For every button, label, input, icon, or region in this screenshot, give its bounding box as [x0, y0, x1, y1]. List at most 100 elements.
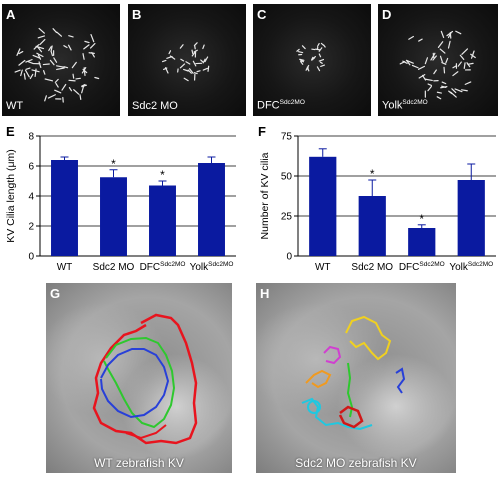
cilium: [169, 55, 176, 60]
cilium: [433, 69, 437, 75]
cilium: [318, 47, 323, 52]
cilium: [36, 52, 44, 58]
cilium: [427, 85, 432, 92]
cilia-field-b: [162, 42, 210, 82]
y-tick-label: 25: [281, 212, 293, 223]
cilium: [34, 68, 37, 78]
cilium: [320, 42, 325, 47]
panel-a-condition: WT: [6, 100, 24, 112]
cilium: [441, 61, 447, 65]
cilium: [459, 54, 465, 60]
y-axis-label: KV Cilia length (μm): [5, 149, 17, 243]
cilium: [430, 52, 436, 61]
cilium: [300, 60, 304, 65]
cilium: [402, 60, 408, 65]
cilium: [318, 58, 325, 62]
cilium: [440, 30, 445, 39]
cilium: [448, 90, 453, 95]
cilium: [315, 48, 321, 51]
x-tick-label: DFCSdc2MO: [399, 261, 445, 273]
y-tick-label: 6: [28, 162, 34, 173]
panel-g-image: G WT zebrafish KV: [46, 283, 232, 473]
cilium: [306, 66, 310, 72]
cilium: [38, 61, 42, 68]
cilium: [447, 40, 451, 49]
cilium: [301, 45, 306, 50]
panel-h-image: H Sdc2 MO zebrafish KV: [256, 283, 456, 473]
significance-star: *: [160, 168, 165, 182]
panel-d-condition: YolkSdc2MO: [382, 99, 428, 112]
cilium: [29, 73, 34, 80]
cilium: [81, 84, 85, 94]
cilium: [83, 67, 86, 77]
cilium: [436, 96, 442, 100]
cilium: [193, 72, 198, 75]
y-tick-label: 50: [281, 172, 293, 183]
cilium: [18, 59, 26, 66]
panel-d-image: D YolkSdc2MO: [378, 4, 498, 116]
cilium: [39, 38, 46, 46]
cilium: [25, 67, 31, 70]
panel-c-image: C DFCSdc2MO: [253, 4, 371, 116]
cilium: [188, 68, 194, 74]
cilium: [439, 48, 446, 54]
cilia-field-c: [296, 42, 326, 72]
cilium: [44, 78, 54, 82]
bar: [408, 228, 436, 256]
bar: [51, 160, 78, 256]
cilium: [68, 35, 74, 38]
cilium: [194, 45, 196, 50]
track-green: [346, 362, 354, 418]
cilium: [162, 59, 167, 63]
cilium: [20, 69, 23, 77]
cilium: [202, 58, 206, 64]
cilium: [470, 53, 476, 59]
cilium: [191, 51, 197, 57]
cilium: [47, 94, 56, 99]
cilium: [63, 45, 68, 49]
cilium: [24, 69, 30, 78]
track-green: [103, 336, 176, 429]
panel-e-label: E: [6, 124, 15, 139]
cilium: [79, 94, 82, 100]
bar: [198, 163, 225, 256]
cilium: [32, 54, 41, 59]
cilium: [91, 51, 95, 58]
panel-c-label: C: [257, 7, 267, 22]
cilium: [25, 59, 33, 63]
cilium: [183, 77, 189, 82]
bar: [309, 156, 337, 256]
cilium: [424, 57, 429, 65]
cilium: [38, 27, 46, 34]
cilium: [424, 78, 433, 82]
cilium: [461, 48, 469, 55]
x-tick-label: YolkSdc2MO: [190, 261, 234, 273]
cilium: [73, 89, 80, 95]
cilium: [202, 44, 205, 50]
cilium: [452, 65, 457, 69]
cilium: [319, 61, 323, 64]
cilium: [84, 40, 90, 44]
cilium: [445, 57, 449, 64]
cilium: [432, 55, 437, 61]
x-tick-label: WT: [57, 262, 73, 273]
track-cyan-loop: [307, 400, 321, 414]
cilium: [56, 65, 64, 68]
cilium: [417, 65, 426, 70]
cilium: [467, 62, 474, 65]
x-tick-label: Sdc2 MO: [93, 262, 135, 273]
bar: [149, 185, 176, 256]
cilium: [35, 45, 45, 50]
cilium: [50, 51, 54, 57]
panel-g-caption: WT zebrafish KV: [94, 456, 184, 470]
cilium: [196, 70, 201, 73]
y-tick-label: 0: [28, 252, 34, 263]
cilium: [207, 65, 210, 72]
cilium: [37, 35, 46, 39]
track-darkred: [338, 405, 364, 429]
cilium: [89, 42, 96, 49]
cilium: [72, 73, 75, 79]
x-tick-label: DFCSdc2MO: [140, 261, 186, 273]
cilium: [42, 70, 46, 75]
cilium: [408, 35, 414, 40]
